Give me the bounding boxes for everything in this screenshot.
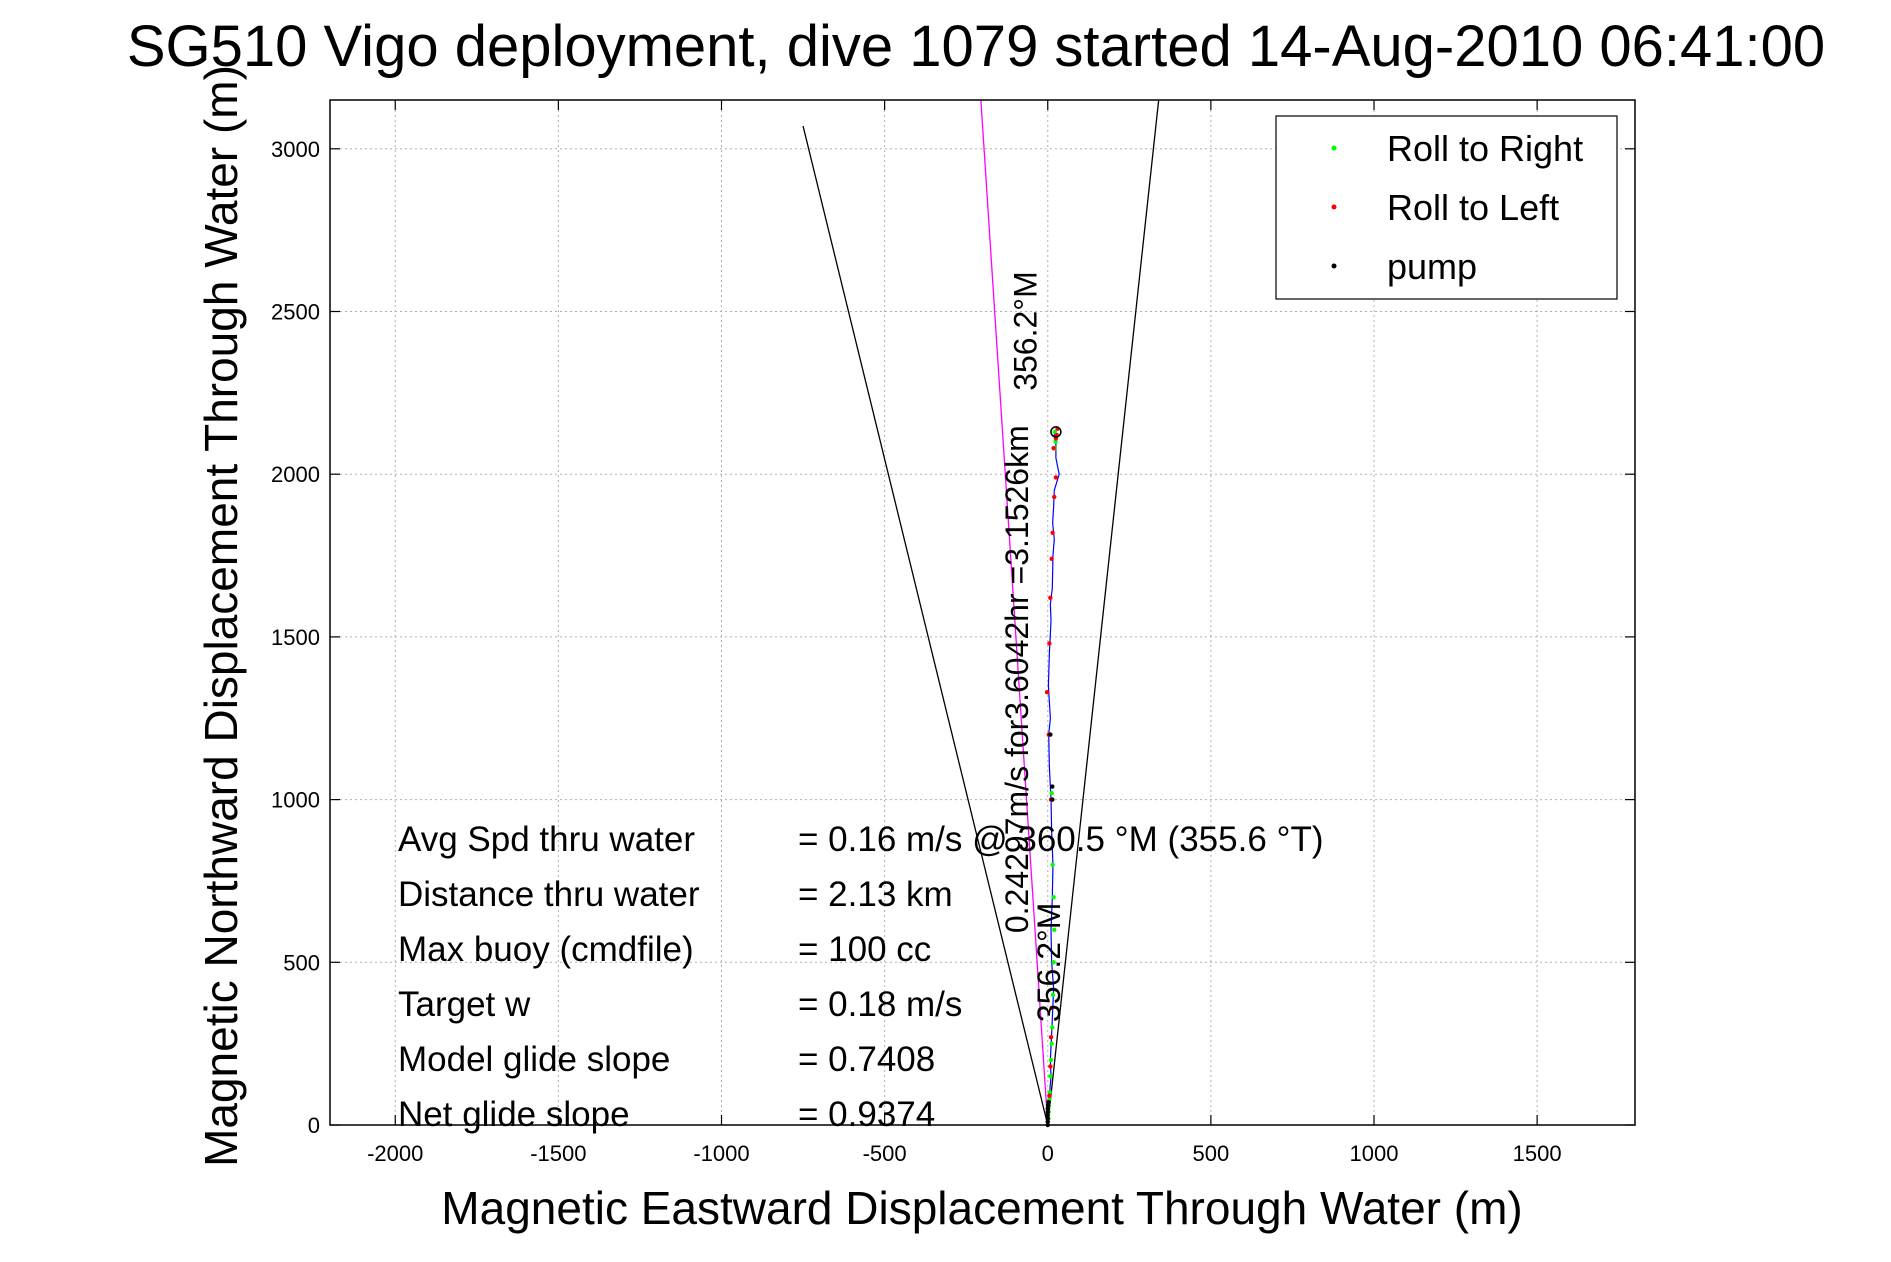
chart-title: SG510 Vigo deployment, dive 1079 started… — [127, 14, 1825, 79]
summary-label: Distance thru water — [398, 875, 700, 914]
y-tick-label: 1000 — [271, 788, 320, 813]
reference-lines — [802, 99, 1160, 1126]
legend-label: Roll to Left — [1387, 187, 1559, 228]
legend-marker — [1331, 204, 1337, 210]
roll-left-point — [1048, 1034, 1054, 1040]
legend: Roll to Right Roll to Left pump — [1275, 115, 1618, 300]
pump-point — [1050, 784, 1055, 789]
pump-point — [1050, 797, 1055, 802]
rotated-heading-label: 356.2°M — [1007, 271, 1043, 391]
summary-value: = 0.18 m/s — [798, 985, 962, 1024]
reference-line — [980, 99, 1049, 1126]
x-tick-label: -2000 — [367, 1141, 423, 1166]
roll-right-point — [1050, 992, 1056, 998]
roll-right-point — [1052, 927, 1057, 932]
y-tick-label: 0 — [308, 1113, 320, 1138]
plot-frame — [329, 99, 1636, 1126]
roll-left-point — [1048, 1064, 1053, 1069]
roll-right-point — [1051, 960, 1056, 965]
summary-label: Target w — [398, 985, 531, 1024]
y-tick-label: 500 — [283, 950, 320, 975]
legend-label: Roll to Right — [1387, 128, 1583, 169]
y-tick-label: 2000 — [271, 462, 320, 487]
x-tick-label: -1500 — [530, 1141, 586, 1166]
legend-marker — [1331, 145, 1337, 151]
roll-left-point — [1050, 530, 1055, 535]
y-tick-label: 3000 — [271, 137, 320, 162]
end-marker — [1050, 426, 1062, 438]
legend-label: pump — [1387, 246, 1477, 287]
roll-left-point — [1053, 475, 1059, 480]
roll-right-point — [1053, 439, 1058, 444]
reference-line — [802, 125, 1049, 1126]
x-tick-label: 1000 — [1350, 1141, 1399, 1166]
roll-left-point — [1047, 641, 1052, 646]
roll-right-point — [1048, 1057, 1054, 1063]
summary-label: Net glide slope — [398, 1095, 630, 1134]
summary-value: = 0.7408 — [798, 1040, 935, 1079]
y-axis-label: Magnetic Northward Displacement Through … — [195, 65, 247, 1167]
roll-right-point — [1049, 790, 1054, 796]
summary-label: Model glide slope — [398, 1040, 670, 1079]
rotated-heading-label: 356.2°M — [1031, 903, 1067, 1023]
summary-label: Avg Spd thru water — [398, 820, 695, 859]
roll-left-point — [1048, 595, 1053, 601]
legend-marker — [1331, 263, 1337, 269]
track-line — [1047, 430, 1060, 1126]
y-tick-label: 1500 — [271, 625, 320, 650]
dive-summary: Avg Spd thru water = 0.16 m/s @ 360.5 °M … — [398, 820, 1324, 1134]
roll-right-point — [1051, 895, 1056, 900]
summary-value: = 0.9374 — [798, 1095, 935, 1134]
roll-right-point — [1050, 1025, 1055, 1030]
roll-right-point — [1048, 1073, 1053, 1079]
x-tick-label: 0 — [1042, 1141, 1054, 1166]
summary-value: = 2.13 km — [798, 875, 953, 914]
roll-right-point — [1050, 862, 1055, 867]
pump-point — [1045, 1106, 1050, 1111]
x-tick-label: -500 — [863, 1141, 907, 1166]
x-axis-label: Magnetic Eastward Displacement Through W… — [441, 1182, 1522, 1234]
roll-right-point — [1049, 1041, 1054, 1046]
axis-ticks: -2000 -1500 -1000 -500 0 500 1000 1500 0 500 1000 1… — [271, 100, 1635, 1166]
summary-label: Max buoy (cmdfile) — [398, 930, 694, 969]
reference-line — [1047, 99, 1160, 1126]
summary-value: = 100 cc — [798, 930, 931, 969]
x-tick-label: 1500 — [1513, 1141, 1562, 1166]
roll-left-point — [1047, 1093, 1052, 1098]
roll-left-point — [1052, 494, 1057, 500]
x-tick-label: -1000 — [693, 1141, 749, 1166]
pump-point — [1048, 732, 1053, 737]
rotated-heading-label: 0.24297m/s for3.6042hr =3.1526km — [999, 425, 1035, 933]
roll-left-point — [1044, 690, 1050, 695]
heading-labels: 356.2°M0.24297m/s for3.6042hr =3.1526km3… — [999, 271, 1067, 1022]
pump-point — [1045, 1109, 1050, 1115]
roll-left-point — [1049, 1005, 1054, 1011]
summary-value: = 0.16 m/s @ 360.5 °M (355.6 °T) — [798, 820, 1324, 859]
y-tick-label: 2500 — [271, 300, 320, 325]
dive-track — [1047, 430, 1060, 1126]
x-tick-label: 500 — [1193, 1141, 1230, 1166]
roll-right-point — [1047, 1090, 1052, 1095]
pump-point — [1046, 1100, 1051, 1105]
roll-left-point — [1049, 556, 1054, 562]
roll-left-point — [1051, 445, 1056, 451]
roll-right-point — [1052, 429, 1058, 435]
pump-point — [1045, 1103, 1051, 1108]
